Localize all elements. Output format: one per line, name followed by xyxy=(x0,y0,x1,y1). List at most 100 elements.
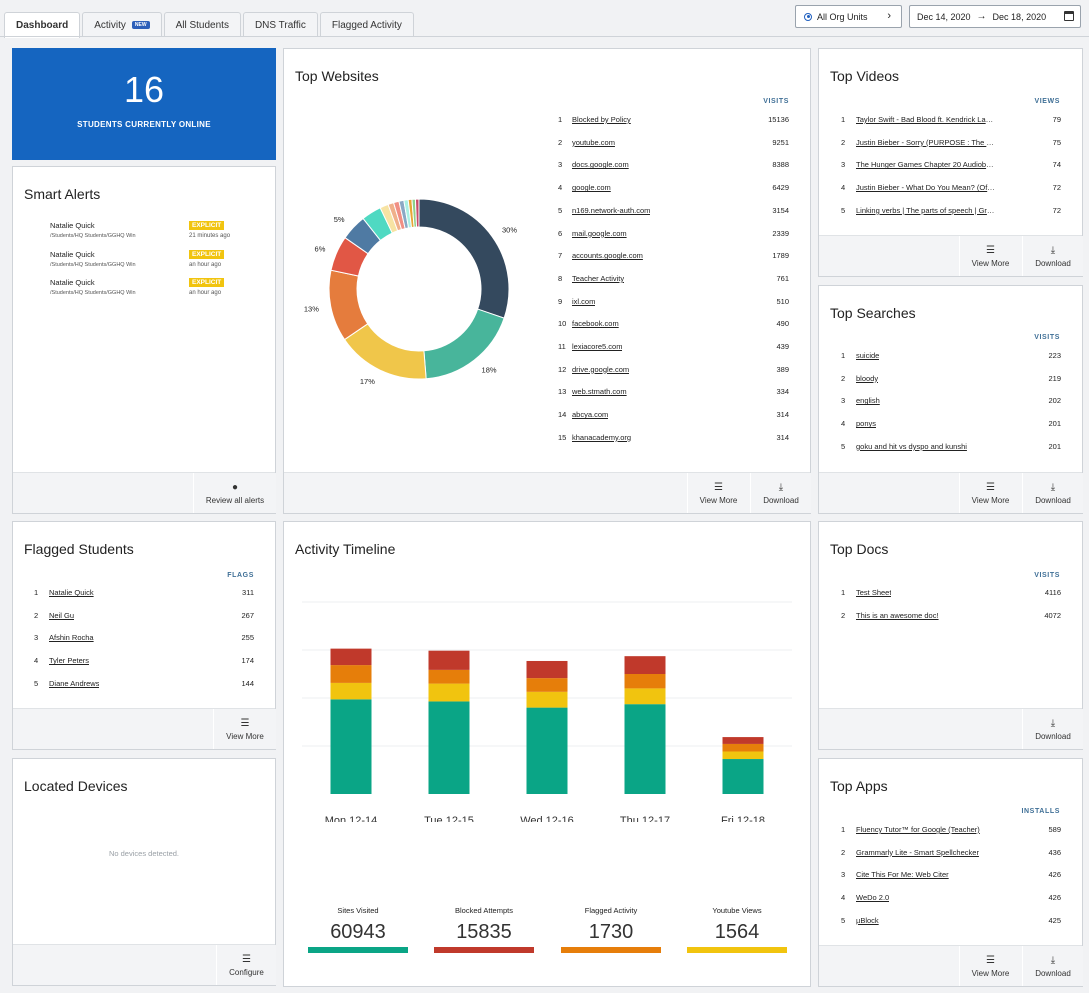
download-button[interactable]: ⤓ Download xyxy=(1022,473,1083,513)
timeline-bar-segment[interactable] xyxy=(330,699,372,794)
alert-time: an hour ago xyxy=(189,262,222,268)
row-link[interactable]: Justin Bieber - Sorry (PURPOSE : The Mov… xyxy=(856,137,996,147)
timeline-bar-segment[interactable] xyxy=(428,650,470,670)
card-footer: ● Review all alerts xyxy=(13,472,276,513)
row-rank: 1 xyxy=(558,115,563,124)
alert-path: /Students/HQ Students/GGHQ Win xyxy=(50,262,136,268)
timeline-bar-segment[interactable] xyxy=(624,674,666,689)
card-footer: ☰ View More xyxy=(13,708,276,749)
tab-activity[interactable]: Activity NEW xyxy=(82,12,162,37)
row-link[interactable]: The Hunger Games Chapter 20 Audiobook xyxy=(856,160,996,170)
row-link[interactable]: lexiacore5.com xyxy=(572,342,623,351)
row-link[interactable]: Afshin Rocha xyxy=(49,633,94,643)
row-link[interactable]: Taylor Swift - Bad Blood ft. Kendrick La… xyxy=(856,115,996,124)
timeline-bar-segment[interactable] xyxy=(428,701,470,794)
row-link[interactable]: facebook.com xyxy=(572,319,619,329)
view-more-button[interactable]: ☰ View More xyxy=(687,473,749,513)
timeline-bar-segment[interactable] xyxy=(722,737,764,744)
tab-dns-traffic[interactable]: DNS Traffic xyxy=(242,12,318,37)
timeline-bar-segment[interactable] xyxy=(330,682,372,700)
row-link[interactable]: Neil Gu xyxy=(49,610,75,620)
row-value: 439 xyxy=(776,342,789,351)
donut-slice[interactable] xyxy=(418,198,510,319)
row-link[interactable]: This is an awesome doc! xyxy=(856,610,939,620)
timeline-bar-segment[interactable] xyxy=(624,656,666,674)
row-link[interactable]: goku and hit vs dyspo and kunshi xyxy=(856,441,967,451)
donut-slice[interactable] xyxy=(343,323,427,380)
tab-dashboard[interactable]: Dashboard xyxy=(4,12,81,38)
donut-label: 6% xyxy=(315,244,326,253)
row-link[interactable]: accounts.google.com xyxy=(572,251,643,261)
row-link[interactable]: Fluency Tutor™ for Google (Teacher) xyxy=(856,825,980,834)
timeline-bar-segment[interactable] xyxy=(722,759,764,794)
row-link[interactable]: mail.google.com xyxy=(572,228,627,238)
row-rank: 4 xyxy=(558,183,563,193)
timeline-bar-segment[interactable] xyxy=(330,648,372,666)
row-link[interactable]: Blocked by Policy xyxy=(572,115,631,124)
row-value: 255 xyxy=(241,633,254,643)
alert-item[interactable]: Natalie Quick /Students/HQ Students/GGHQ… xyxy=(50,250,250,272)
row-rank: 7 xyxy=(558,251,563,261)
timeline-bar-segment[interactable] xyxy=(722,751,764,760)
row-link[interactable]: Justin Bieber - What Do You Mean? (Offic… xyxy=(856,183,996,193)
timeline-bar-segment[interactable] xyxy=(428,669,470,684)
row-link[interactable]: Test Sheet xyxy=(856,588,892,597)
row-link[interactable]: ponys xyxy=(856,419,877,429)
card-title: Top Docs xyxy=(830,541,889,557)
tab-all-students[interactable]: All Students xyxy=(163,12,241,37)
row-link[interactable]: web.stmath.com xyxy=(572,387,627,397)
timeline-bar-segment[interactable] xyxy=(526,691,568,708)
tab-flagged-activity[interactable]: Flagged Activity xyxy=(319,12,414,37)
view-more-button[interactable]: ☰ View More xyxy=(959,473,1021,513)
row-link[interactable]: n169.network-auth.com xyxy=(572,205,651,215)
timeline-bar-segment[interactable] xyxy=(624,688,666,705)
download-button[interactable]: ⤓ Download xyxy=(1022,236,1083,276)
donut-slice[interactable] xyxy=(414,198,420,228)
row-link[interactable]: bloody xyxy=(856,373,879,383)
review-alerts-button[interactable]: ● Review all alerts xyxy=(193,473,276,513)
list-row: 1 Fluency Tutor™ for Google (Teacher) 589 xyxy=(841,824,1061,835)
row-link[interactable]: ixl.com xyxy=(572,296,596,306)
timeline-bar-segment[interactable] xyxy=(330,665,372,683)
row-link[interactable]: drive.google.com xyxy=(572,364,630,374)
download-button[interactable]: ⤓ Download xyxy=(750,473,811,513)
timeline-bar-segment[interactable] xyxy=(526,660,568,679)
configure-button[interactable]: ☰ Configure xyxy=(216,945,276,985)
button-label: Download xyxy=(1035,968,1071,978)
row-link[interactable]: Grammarly Lite - Smart Spellchecker xyxy=(856,847,979,857)
row-link[interactable]: Tyler Peters xyxy=(49,656,90,666)
list-row: 2 bloody 219 xyxy=(841,373,1061,384)
row-link[interactable]: Natalie Quick xyxy=(49,588,94,597)
timeline-bar-segment[interactable] xyxy=(526,678,568,692)
timeline-bar-segment[interactable] xyxy=(722,743,764,752)
row-link[interactable]: WeDo 2.0 xyxy=(856,893,890,903)
date-range-picker[interactable]: Dec 14, 2020 → Dec 18, 2020 xyxy=(909,5,1081,28)
timeline-bar-segment[interactable] xyxy=(428,683,470,702)
row-link[interactable]: khanacademy.org xyxy=(572,432,632,442)
org-units-button[interactable]: All Org Units › xyxy=(795,5,902,28)
alert-item[interactable]: Natalie Quick /Students/HQ Students/GGHQ… xyxy=(50,221,250,243)
row-link[interactable]: Linking verbs | The parts of speech | Gr… xyxy=(856,205,996,215)
row-link[interactable]: Teacher Activity xyxy=(572,273,625,283)
view-more-button[interactable]: ☰ View More xyxy=(959,946,1021,986)
alert-item[interactable]: Natalie Quick /Students/HQ Students/GGHQ… xyxy=(50,278,250,300)
timeline-bar-segment[interactable] xyxy=(624,704,666,794)
timeline-bar-segment[interactable] xyxy=(526,707,568,794)
row-link[interactable]: Cite This For Me: Web Citer xyxy=(856,870,949,880)
row-link[interactable]: docs.google.com xyxy=(572,160,629,170)
download-button[interactable]: ⤓ Download xyxy=(1022,946,1083,986)
row-link[interactable]: google.com xyxy=(572,183,611,193)
row-link[interactable]: Diane Andrews xyxy=(49,678,100,688)
x-tick-label: Tue 12-15 xyxy=(424,815,474,822)
view-more-button[interactable]: ☰ View More xyxy=(213,709,276,749)
row-link[interactable]: english xyxy=(856,396,880,406)
row-value: 267 xyxy=(241,610,254,620)
download-button[interactable]: ⤓ Download xyxy=(1022,709,1083,749)
x-tick-label: Thu 12-17 xyxy=(620,815,670,822)
row-link[interactable]: µBlock xyxy=(856,915,879,925)
row-link[interactable]: abcya.com xyxy=(572,410,609,420)
row-link[interactable]: suicide xyxy=(856,351,880,360)
view-more-button[interactable]: ☰ View More xyxy=(959,236,1021,276)
row-link[interactable]: youtube.com xyxy=(572,137,615,147)
row-value: 223 xyxy=(1048,351,1061,360)
